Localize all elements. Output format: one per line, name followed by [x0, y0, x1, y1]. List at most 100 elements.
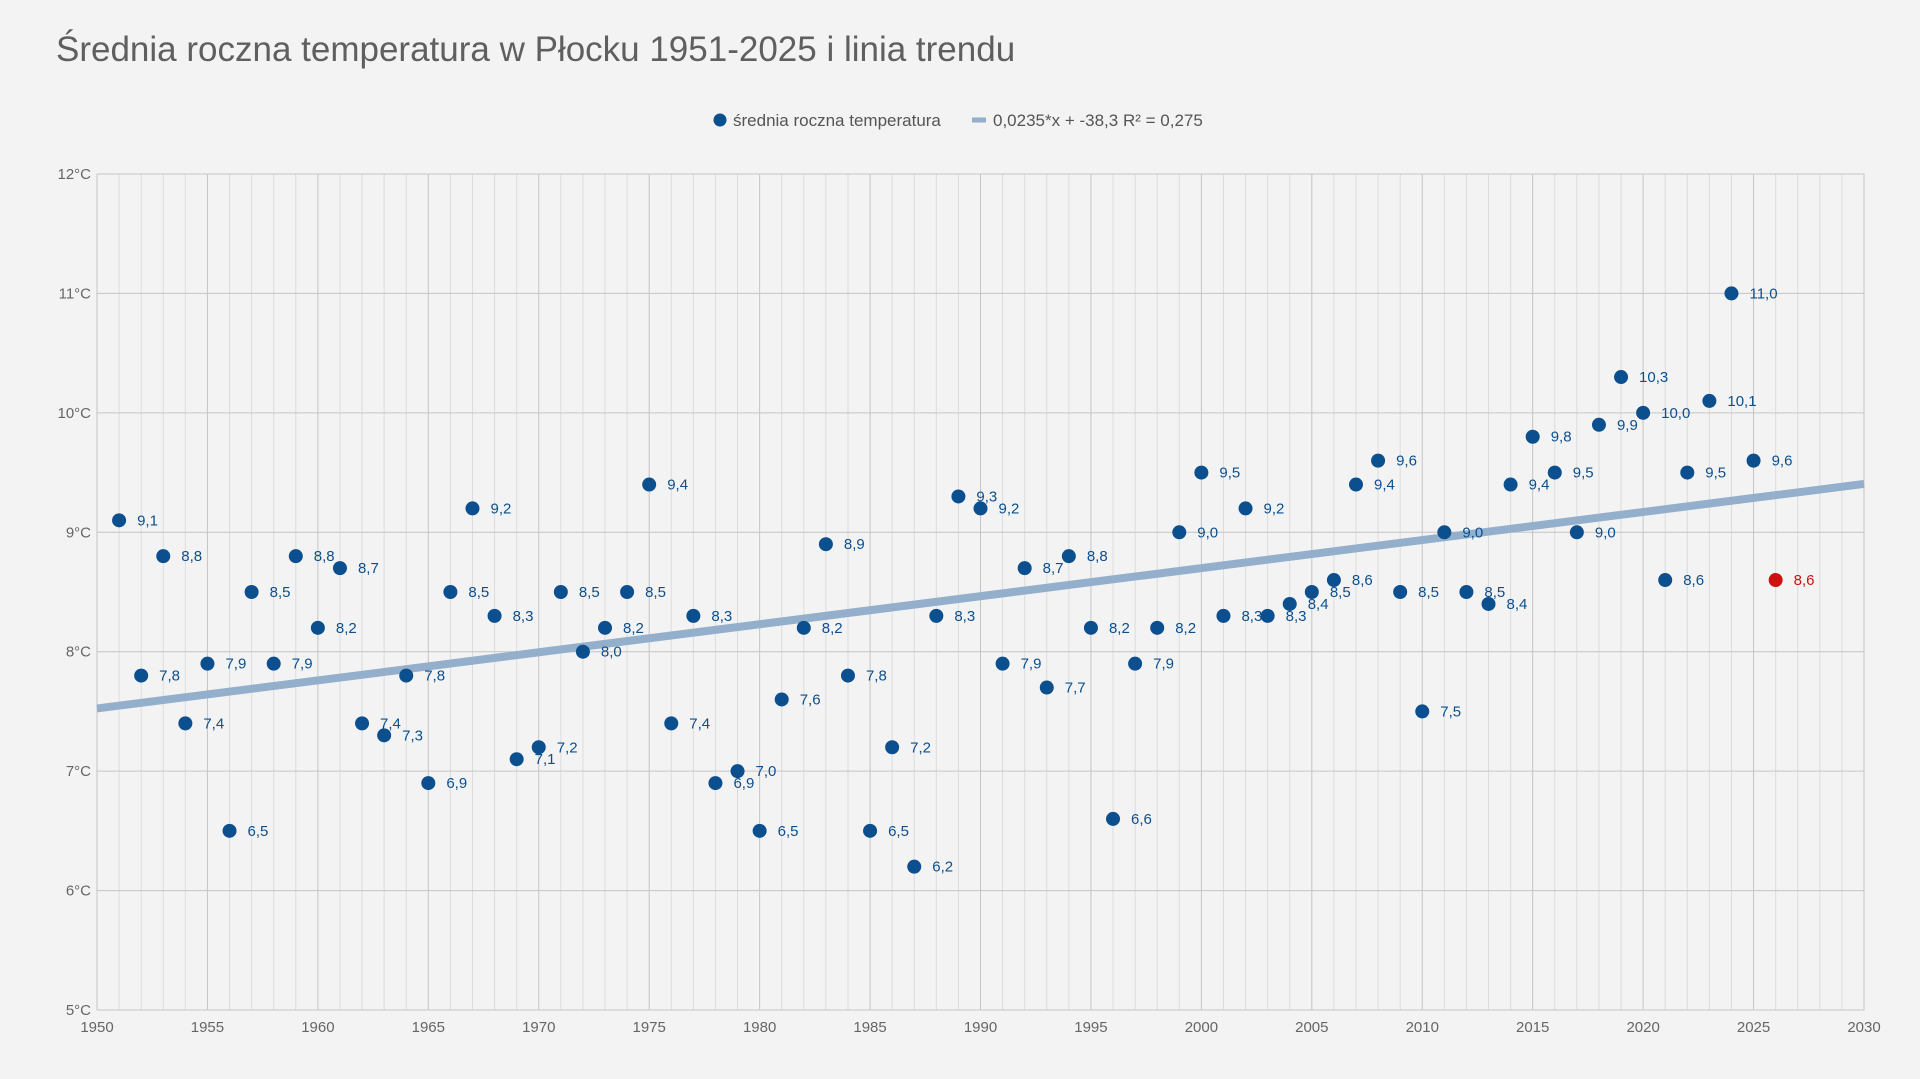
- data-point: [1569, 525, 1584, 540]
- x-tick-label: 2030: [1847, 1019, 1880, 1036]
- data-label: 6,2: [932, 859, 953, 876]
- data-label: 9,6: [1772, 453, 1793, 470]
- x-tick-label: 2000: [1185, 1019, 1218, 1036]
- data-label: 7,6: [800, 691, 821, 708]
- data-point: [929, 608, 944, 623]
- data-label: 7,4: [689, 715, 710, 732]
- x-tick-label: 2025: [1737, 1019, 1770, 1036]
- data-label: 8,8: [314, 548, 335, 565]
- data-point: [1547, 465, 1562, 480]
- x-tick-label: 1980: [743, 1019, 776, 1036]
- data-point: [642, 477, 657, 492]
- data-label: 8,5: [579, 584, 600, 601]
- data-label: 8,8: [1087, 548, 1108, 565]
- data-label: 9,8: [1551, 429, 1572, 446]
- data-label: 7,1: [535, 751, 556, 768]
- data-label: 7,2: [557, 739, 578, 756]
- data-point: [377, 728, 392, 743]
- data-label: 7,9: [225, 656, 246, 673]
- data-label: 8,8: [181, 548, 202, 565]
- data-point: [840, 668, 855, 683]
- data-point: [443, 585, 458, 599]
- data-label: 9,4: [1374, 477, 1395, 494]
- x-tick-label: 1975: [633, 1019, 666, 1036]
- data-label: 7,2: [910, 739, 931, 756]
- y-tick-label: 12°C: [57, 166, 91, 183]
- data-label: 6,9: [446, 775, 467, 792]
- data-label: 10,0: [1661, 405, 1690, 422]
- data-point: [885, 740, 900, 755]
- data-label: 8,3: [1286, 608, 1307, 625]
- data-point: [708, 776, 723, 791]
- data-label: 8,2: [1175, 620, 1196, 637]
- data-label: 6,9: [733, 775, 754, 792]
- data-label: 8,6: [1794, 572, 1815, 589]
- data-label: 9,2: [1264, 500, 1285, 517]
- data-point: [509, 752, 524, 767]
- data-point: [1437, 525, 1452, 540]
- data-label: 9,2: [490, 500, 511, 517]
- data-label: 9,0: [1462, 524, 1483, 541]
- data-label: 8,3: [954, 608, 975, 625]
- data-label: 6,5: [248, 823, 269, 840]
- data-label: 6,5: [778, 823, 799, 840]
- data-point: [1503, 477, 1518, 492]
- data-label: 8,0: [601, 644, 622, 661]
- data-label: 8,5: [1484, 584, 1505, 601]
- data-point: [421, 776, 436, 791]
- points-layer: 9,17,88,87,47,96,58,57,98,88,28,77,47,37…: [112, 285, 1815, 876]
- grid-layer: [96, 173, 1865, 1011]
- data-label: 8,2: [623, 620, 644, 637]
- legend-marker-points: [713, 113, 727, 127]
- data-point: [598, 620, 613, 635]
- data-point: [1194, 465, 1209, 480]
- data-label: 9,5: [1573, 465, 1594, 482]
- legend-label-points: średnia roczna temperatura: [733, 111, 941, 130]
- legend: średnia roczna temperatura 0,0235*x + -38…: [713, 111, 1203, 130]
- x-tick-label: 2010: [1406, 1019, 1439, 1036]
- y-tick-label: 8°C: [66, 644, 91, 661]
- data-point: [796, 620, 811, 635]
- data-label: 7,5: [1440, 703, 1461, 720]
- data-point: [575, 644, 590, 659]
- data-label: 8,3: [513, 608, 534, 625]
- data-point: [1172, 525, 1187, 540]
- data-point: [310, 620, 325, 635]
- x-tick-label: 1985: [853, 1019, 886, 1036]
- data-label: 10,3: [1639, 369, 1668, 386]
- data-label: 11,0: [1749, 285, 1777, 302]
- data-point: [1525, 429, 1540, 444]
- data-point: [1393, 585, 1408, 599]
- data-label: 9,4: [667, 477, 688, 494]
- x-tick-label: 2015: [1516, 1019, 1549, 1036]
- data-label: 7,4: [203, 715, 224, 732]
- data-point: [1636, 405, 1651, 420]
- data-label: 9,0: [1197, 524, 1218, 541]
- data-point: [465, 501, 480, 516]
- data-point: [1415, 704, 1430, 719]
- x-tick-label: 2005: [1295, 1019, 1328, 1036]
- data-point: [332, 561, 347, 576]
- x-tick-label: 1990: [964, 1019, 997, 1036]
- data-point: [399, 668, 414, 683]
- data-point: [1238, 501, 1253, 516]
- data-point: [752, 823, 767, 838]
- data-point: [1481, 596, 1496, 611]
- data-point: [1282, 596, 1297, 611]
- data-label: 7,9: [1021, 656, 1042, 673]
- x-tick-label: 1970: [522, 1019, 555, 1036]
- data-label: 8,3: [711, 608, 732, 625]
- data-label: 8,6: [1352, 572, 1373, 589]
- data-label: 8,5: [468, 584, 489, 601]
- data-label: 8,5: [1418, 584, 1439, 601]
- data-point: [620, 585, 635, 599]
- data-point: [1371, 453, 1386, 468]
- data-point: [730, 764, 745, 779]
- data-point: [1348, 477, 1363, 492]
- data-label: 7,7: [1065, 680, 1086, 697]
- data-label: 8,2: [1109, 620, 1130, 637]
- x-tick-label: 1965: [412, 1019, 445, 1036]
- data-point: [531, 740, 546, 755]
- y-tick-label: 11°C: [59, 285, 92, 302]
